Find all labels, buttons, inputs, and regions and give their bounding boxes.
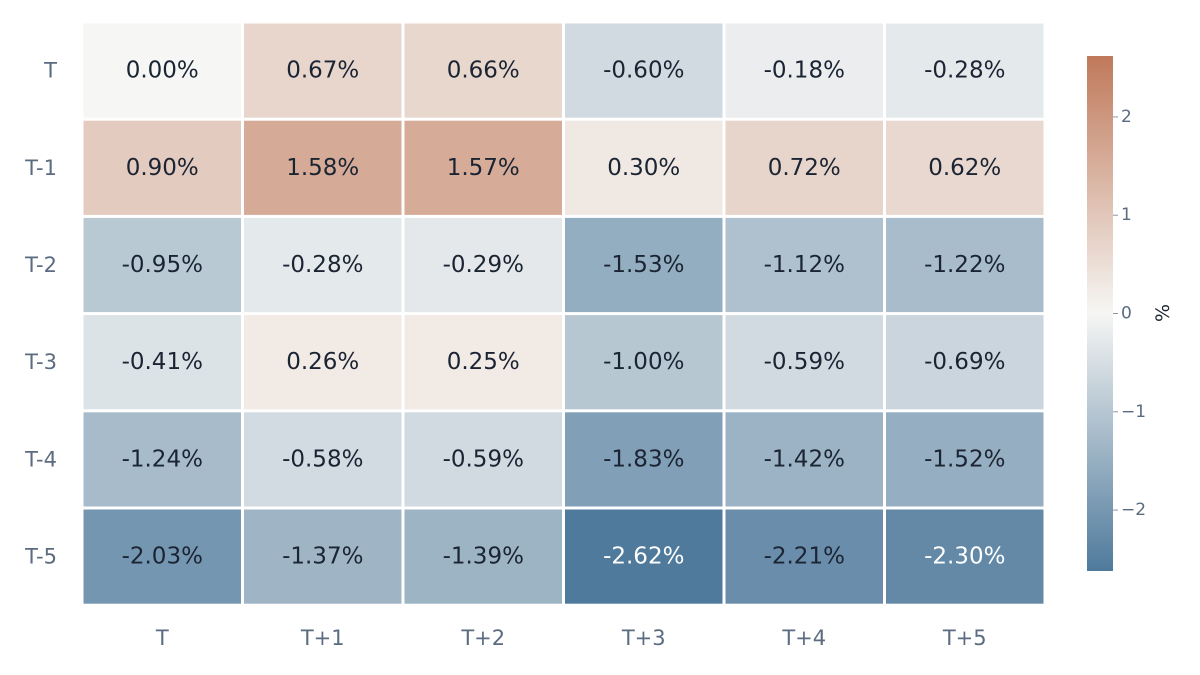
cell-value-label: -0.28%	[282, 252, 363, 278]
colorbar-tick-label: −2	[1121, 500, 1146, 520]
colorbar-tick-label: 1	[1121, 205, 1132, 225]
cell-value-label: 1.58%	[286, 155, 359, 181]
heatmap-cell	[725, 120, 883, 215]
heatmap-cell	[83, 412, 241, 507]
heatmap-cell	[725, 315, 883, 410]
cell-value-label: 0.26%	[286, 349, 359, 375]
heatmap-cell	[886, 509, 1044, 604]
heatmap-cell	[83, 120, 241, 215]
cell-value-label: 0.66%	[447, 58, 520, 84]
row-label: T-5	[24, 545, 57, 569]
cell-value-label: 0.67%	[286, 58, 359, 84]
row-label: T	[43, 59, 57, 83]
cell-value-label: -1.24%	[122, 446, 203, 472]
heatmap-cell	[565, 120, 723, 215]
heatmap-cells: 0.00% 0.67% 0.66% -0.60% -0.18% -0.28% 0.90% 1.…	[83, 23, 1044, 604]
cell-value-label: -2.03%	[122, 544, 203, 570]
row-labels: T T-1 T-2 T-3 T-4 T-5	[24, 59, 57, 569]
cell-value-label: -0.28%	[924, 58, 1005, 84]
heatmap-cell	[725, 412, 883, 507]
cell-value-label: -1.39%	[443, 544, 524, 570]
column-label: T+1	[300, 626, 345, 650]
cell-value-label: -0.41%	[122, 349, 203, 375]
heatmap-cell	[404, 120, 562, 215]
heatmap-cell	[725, 23, 883, 118]
cell-value-label: 0.30%	[607, 155, 680, 181]
colorbar-gradient	[1087, 56, 1113, 571]
cell-value-label: 0.00%	[126, 58, 199, 84]
heatmap-cell	[404, 23, 562, 118]
column-labels: T T+1 T+2 T+3 T+4 T+5	[155, 626, 987, 650]
heatmap-cell	[886, 412, 1044, 507]
heatmap-cell	[404, 217, 562, 313]
column-label: T+2	[460, 626, 505, 650]
heatmap-cell	[244, 23, 402, 118]
colorbar-ticks: 2 1 0 −1 −2	[1113, 107, 1146, 520]
cell-value-label: -1.53%	[603, 252, 684, 278]
row-label: T-1	[24, 156, 57, 180]
heatmap-cell	[565, 509, 723, 604]
heatmap-cell	[565, 217, 723, 313]
cell-value-label: -0.59%	[443, 446, 524, 472]
heatmap-cell	[886, 120, 1044, 215]
cell-value-label: -1.52%	[924, 446, 1005, 472]
row-label: T-3	[24, 350, 57, 374]
heatmap-cell	[886, 315, 1044, 410]
colorbar-tick-label: 2	[1121, 107, 1132, 127]
row-label: T-4	[24, 447, 57, 471]
heatmap-cell	[886, 23, 1044, 118]
heatmap-cell	[565, 412, 723, 507]
cell-value-label: -1.83%	[603, 446, 684, 472]
cell-value-label: 0.72%	[768, 155, 841, 181]
cell-value-label: 1.57%	[447, 155, 520, 181]
cell-value-label: -0.60%	[603, 58, 684, 84]
cell-value-label: -2.21%	[764, 544, 845, 570]
cell-value-label: -0.69%	[924, 349, 1005, 375]
cell-value-label: -0.29%	[443, 252, 524, 278]
cell-value-label: 0.90%	[126, 155, 199, 181]
heatmap-cell	[725, 217, 883, 313]
cell-value-label: -1.00%	[603, 349, 684, 375]
column-label: T+4	[781, 626, 826, 650]
cell-value-label: -0.58%	[282, 446, 363, 472]
heatmap-cell	[244, 315, 402, 410]
heatmap-cell	[565, 315, 723, 410]
heatmap-cell	[83, 509, 241, 604]
heatmap-cell	[244, 509, 402, 604]
row-label: T-2	[24, 253, 57, 277]
heatmap-cell	[886, 217, 1044, 313]
cell-value-label: 0.62%	[928, 155, 1001, 181]
colorbar-tick-label: 0	[1121, 304, 1132, 324]
heatmap-cell	[83, 217, 241, 313]
cell-value-label: -2.30%	[924, 544, 1005, 570]
cell-value-label: -0.59%	[764, 349, 845, 375]
heatmap-cell	[244, 412, 402, 507]
cell-value-label: -1.22%	[924, 252, 1005, 278]
heatmap-cell	[404, 412, 562, 507]
cell-value-label: -1.42%	[764, 446, 845, 472]
colorbar: 2 1 0 −1 −2 %	[1087, 56, 1174, 571]
heatmap-cell	[83, 315, 241, 410]
colorbar-title: %	[1152, 304, 1174, 322]
cell-value-label: -2.62%	[603, 544, 684, 570]
heatmap-cell	[404, 509, 562, 604]
cell-value-label: -0.18%	[764, 58, 845, 84]
column-label: T	[155, 626, 169, 650]
heatmap-cell	[244, 217, 402, 313]
cell-value-label: -1.12%	[764, 252, 845, 278]
heatmap-cell	[83, 23, 241, 118]
cell-value-label: -0.95%	[122, 252, 203, 278]
cell-value-label: 0.25%	[447, 349, 520, 375]
heatmap-cell	[725, 509, 883, 604]
column-label: T+5	[942, 626, 987, 650]
heatmap-cell	[244, 120, 402, 215]
colorbar-tick-label: −1	[1121, 402, 1146, 422]
heatmap-cell	[565, 23, 723, 118]
heatmap-cell	[404, 315, 562, 410]
column-label: T+3	[621, 626, 666, 650]
cell-value-label: -1.37%	[282, 544, 363, 570]
